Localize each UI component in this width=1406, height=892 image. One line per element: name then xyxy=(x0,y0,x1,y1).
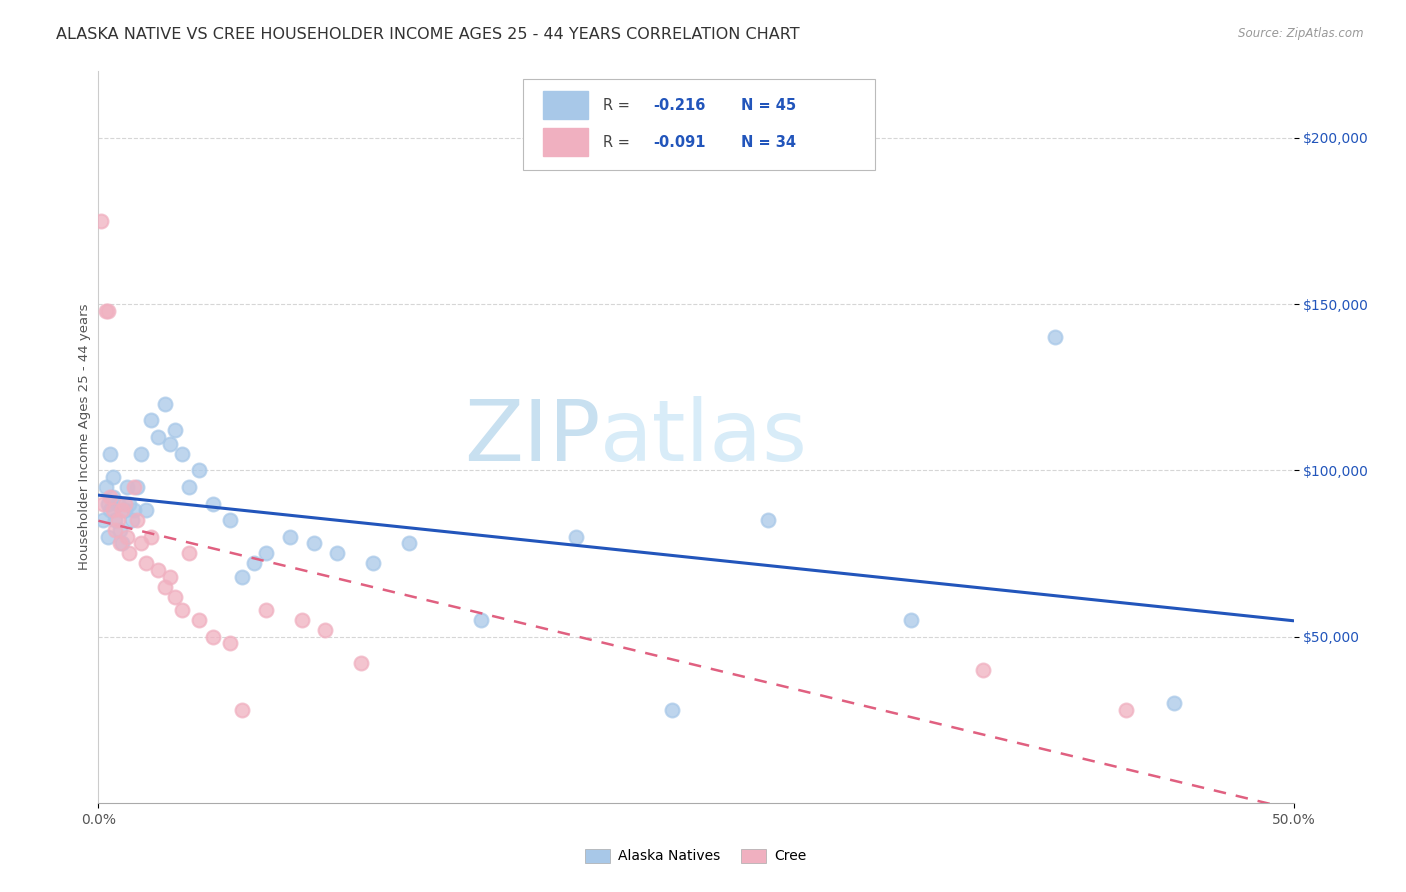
Point xyxy=(135,503,157,517)
Point xyxy=(231,570,253,584)
Point xyxy=(90,214,112,228)
Point xyxy=(187,463,209,477)
Point xyxy=(98,503,122,517)
Point xyxy=(108,523,131,537)
Point xyxy=(124,503,146,517)
Point xyxy=(115,480,138,494)
Y-axis label: Householder Income Ages 25 - 44 years: Householder Income Ages 25 - 44 years xyxy=(79,304,91,570)
Point xyxy=(179,480,201,494)
Point xyxy=(97,303,120,318)
Point xyxy=(326,546,349,560)
Point xyxy=(291,613,314,627)
Point xyxy=(114,497,136,511)
Point xyxy=(124,480,146,494)
Point xyxy=(111,536,134,550)
Point xyxy=(111,503,134,517)
Point xyxy=(756,513,779,527)
Point xyxy=(254,603,277,617)
Point xyxy=(278,530,301,544)
Point xyxy=(98,490,122,504)
Text: Source: ZipAtlas.com: Source: ZipAtlas.com xyxy=(1239,27,1364,40)
Point xyxy=(900,613,922,627)
Point xyxy=(202,630,225,644)
Point xyxy=(972,663,994,677)
Point xyxy=(163,424,186,438)
Text: R =: R = xyxy=(603,97,634,112)
Point xyxy=(135,557,157,571)
FancyBboxPatch shape xyxy=(523,78,875,170)
Point xyxy=(179,546,201,560)
Point xyxy=(148,430,170,444)
Point xyxy=(159,436,181,450)
Point xyxy=(104,513,127,527)
Point xyxy=(155,397,177,411)
Point xyxy=(163,590,186,604)
Point xyxy=(565,530,588,544)
Point xyxy=(172,447,194,461)
Point xyxy=(315,623,337,637)
Point xyxy=(159,570,181,584)
Point xyxy=(104,523,127,537)
Point xyxy=(219,513,242,527)
Point xyxy=(202,497,225,511)
Point xyxy=(94,303,117,318)
Point xyxy=(98,447,122,461)
Legend: Alaska Natives, Cree: Alaska Natives, Cree xyxy=(579,843,813,869)
Text: N = 34: N = 34 xyxy=(741,135,796,150)
Point xyxy=(1043,330,1066,344)
Point xyxy=(101,503,124,517)
Point xyxy=(661,703,683,717)
Point xyxy=(302,536,325,550)
Point xyxy=(470,613,492,627)
Point xyxy=(231,703,253,717)
Point xyxy=(97,530,120,544)
Point xyxy=(107,513,129,527)
Point xyxy=(350,656,373,670)
Point xyxy=(219,636,242,650)
Point xyxy=(115,530,138,544)
Point xyxy=(94,480,117,494)
Point xyxy=(121,513,143,527)
FancyBboxPatch shape xyxy=(543,91,589,119)
Text: -0.216: -0.216 xyxy=(652,97,706,112)
Text: atlas: atlas xyxy=(600,395,808,479)
Point xyxy=(155,580,177,594)
Point xyxy=(107,497,129,511)
Point xyxy=(108,536,131,550)
Point xyxy=(1115,703,1137,717)
Point xyxy=(97,497,120,511)
Point xyxy=(101,470,124,484)
Point xyxy=(118,546,141,560)
Point xyxy=(101,490,124,504)
Point xyxy=(398,536,420,550)
Text: ZIP: ZIP xyxy=(464,395,600,479)
Point xyxy=(114,503,136,517)
Text: ALASKA NATIVE VS CREE HOUSEHOLDER INCOME AGES 25 - 44 YEARS CORRELATION CHART: ALASKA NATIVE VS CREE HOUSEHOLDER INCOME… xyxy=(56,27,800,42)
Text: R =: R = xyxy=(603,135,634,150)
Point xyxy=(91,497,114,511)
Point xyxy=(187,613,209,627)
Point xyxy=(131,447,153,461)
Point xyxy=(1163,696,1185,710)
Point xyxy=(125,480,148,494)
Point xyxy=(125,513,148,527)
Point xyxy=(363,557,385,571)
Point xyxy=(139,530,162,544)
Point xyxy=(131,536,153,550)
Point xyxy=(139,413,162,427)
Point xyxy=(243,557,266,571)
Text: -0.091: -0.091 xyxy=(652,135,706,150)
Point xyxy=(91,513,114,527)
Point xyxy=(148,563,170,577)
Point xyxy=(118,497,141,511)
FancyBboxPatch shape xyxy=(543,128,589,156)
Point xyxy=(254,546,277,560)
Point xyxy=(172,603,194,617)
Text: N = 45: N = 45 xyxy=(741,97,797,112)
